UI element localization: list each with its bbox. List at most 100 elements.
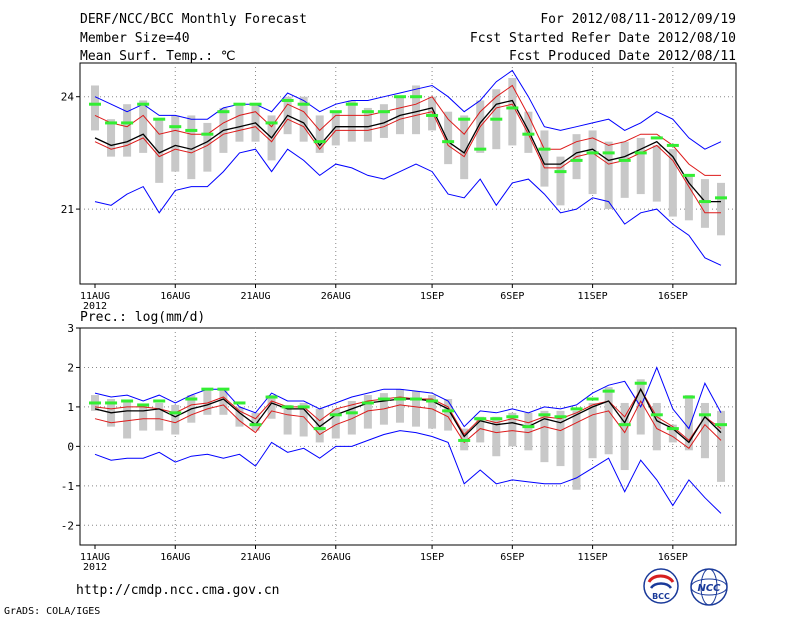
precipitation-median-marker (313, 427, 326, 431)
temperature-ensemble-bar (187, 115, 196, 180)
precipitation-ensemble-bar (171, 404, 180, 435)
temperature-ensemble-bar (444, 111, 453, 165)
temperature-ensemble-bar (717, 182, 725, 236)
temperature-median-marker (217, 110, 230, 114)
temperature-median-marker (458, 117, 471, 121)
precipitation-median-marker (393, 397, 406, 401)
precipitation-ensemble-bar (556, 410, 565, 467)
temperature-x-tick-label: 11SEP (578, 291, 608, 302)
precipitation-ensemble-bar (700, 402, 709, 459)
temperature-median-marker (377, 110, 390, 114)
temperature-median-marker (698, 200, 711, 204)
precipitation-median-marker (570, 407, 583, 411)
temperature-x-tick-label: 16SEP (658, 291, 688, 302)
temperature-x-tick-label: 16AUG (160, 291, 190, 302)
temperature-ensemble-bar (299, 96, 308, 142)
temperature-ensemble-bar (171, 115, 180, 172)
temperature-median-marker (650, 136, 663, 140)
precipitation-ensemble-bar (620, 402, 629, 471)
temperature-ensemble-bar (315, 115, 324, 153)
temperature-ensemble-bar (620, 141, 629, 198)
temperature-median-marker (201, 132, 214, 136)
temperature-ensemble-bar (540, 130, 549, 187)
temperature-line-min (94, 148, 722, 266)
temperature-median-marker (105, 121, 118, 125)
precipitation-median-marker (233, 401, 246, 405)
precipitation-ensemble-bar (652, 402, 661, 451)
precipitation-x-tick-label: 11AUG (80, 552, 110, 563)
temperature-ensemble-bar (379, 104, 388, 138)
precipitation-median-marker (682, 395, 695, 399)
precipitation-ensemble-bar (444, 399, 453, 431)
precipitation-ensemble-bar (492, 416, 501, 457)
temperature-median-marker (361, 110, 374, 114)
precipitation-median-marker (297, 405, 310, 409)
temperature-median-marker (474, 147, 487, 151)
precipitation-ensemble-bar (524, 412, 533, 451)
temperature-median-marker (602, 151, 615, 155)
precipitation-ensemble-bar (251, 412, 260, 431)
precipitation-median-marker (361, 401, 374, 405)
precipitation-line-mean (94, 387, 722, 444)
temperature-median-marker (297, 102, 310, 106)
temperature-ensemble-bar (203, 122, 212, 172)
source-url[interactable]: http://cmdp.ncc.cma.gov.cn (76, 583, 280, 598)
precipitation-median-marker (185, 397, 198, 401)
precipitation-median-marker (410, 397, 423, 401)
precipitation-median-marker (490, 417, 503, 421)
temperature-median-marker (233, 102, 246, 106)
precipitation-line-upper (94, 388, 722, 442)
temperature-ensemble-bar (700, 179, 709, 228)
temperature-median-marker (281, 98, 294, 102)
precipitation-year-label: 2012 (83, 562, 107, 573)
precipitation-x-tick-label: 6SEP (500, 552, 524, 563)
precipitation-median-marker (522, 425, 535, 429)
temperature-y-tick-label: 24 (61, 91, 75, 104)
temperature-ensemble-bar (139, 100, 148, 153)
precipitation-median-marker (377, 397, 390, 401)
forecast-period-label: For 2012/08/11-2012/09/19 (540, 12, 736, 27)
precipitation-ensemble-bar (508, 412, 517, 447)
temperature-ensemble-bar (508, 77, 517, 146)
temperature-median-marker (345, 102, 358, 106)
temperature-ensemble-bar (412, 85, 421, 135)
ncc-logo: NCC (690, 568, 728, 606)
precipitation-ensemble-bar (588, 402, 597, 459)
temperature-ensemble-bar (652, 145, 661, 202)
precipitation-median-marker (249, 423, 262, 427)
precipitation-ensemble-bar (717, 410, 725, 482)
temperature-median-marker (634, 151, 647, 155)
temperature-median-marker (538, 147, 551, 151)
precipitation-ensemble-bar (412, 391, 421, 427)
temperature-ensemble-bar (604, 141, 613, 210)
temperature-median-marker (249, 102, 262, 106)
precipitation-ensemble-bar (476, 416, 485, 443)
precipitation-median-marker (89, 401, 101, 405)
temperature-median-marker (329, 110, 342, 114)
precipitation-ensemble-bar (428, 395, 437, 429)
bcc-logo: BCC (643, 568, 679, 604)
temperature-ensemble-bar (91, 85, 99, 131)
temperature-x-tick-label: 26AUG (321, 291, 351, 302)
precipitation-median-marker (105, 401, 118, 405)
precipitation-median-marker (345, 411, 358, 415)
precipitation-y-tick-label: 3 (67, 322, 74, 335)
temperature-median-marker (137, 102, 150, 106)
temperature-median-marker (153, 117, 166, 121)
temperature-year-label: 2012 (83, 301, 107, 312)
temperature-x-tick-label: 11AUG (80, 291, 110, 302)
temperature-x-tick-label: 6SEP (500, 291, 524, 302)
ncc-logo-text: NCC (697, 583, 721, 594)
precipitation-ensemble-bar (363, 395, 372, 429)
precipitation-median-marker (698, 413, 711, 417)
temperature-ensemble-bar (363, 107, 372, 142)
variable-label: Mean Surf. Temp.: ℃ (80, 49, 236, 64)
precipitation-y-tick-label: 2 (67, 361, 74, 374)
temperature-x-tick-label: 21AUG (240, 291, 270, 302)
precipitation-median-marker (201, 387, 214, 391)
grads-credit: GrADS: COLA/IGES (4, 606, 101, 617)
temperature-median-marker (121, 121, 134, 125)
temperature-ensemble-bar (347, 100, 356, 142)
precipitation-median-marker (586, 397, 599, 401)
